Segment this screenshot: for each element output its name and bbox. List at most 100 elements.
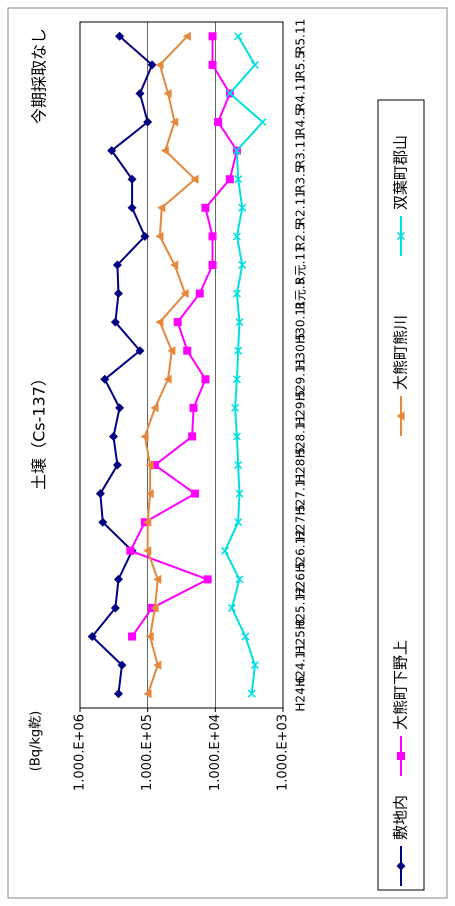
marker [173,318,182,327]
marker [235,575,244,584]
marker [163,88,172,98]
marker [201,203,210,212]
rotated-chart: 土壌（Cs-137） (Bq/kg乾) ※1 今期採取なし 1.000.E+03… [7,7,448,899]
marker [153,660,162,670]
marker [117,660,127,670]
marker [225,175,234,184]
x-tick-label: R4.5 [294,108,308,135]
marker [208,60,217,69]
series-line [223,35,265,694]
x-tick-label: R5.5 [294,51,308,78]
marker [235,318,244,327]
marker [127,174,137,184]
legend-label: 敷地内 [392,795,410,840]
x-tick-label: H24.6 [294,676,308,712]
marker [113,689,123,699]
annotation: 今期採取なし [30,28,49,124]
marker [235,489,244,498]
x-tick-label: H29.11 [294,358,308,401]
marker [232,289,241,298]
marker [232,375,241,384]
x-tick-label: H26.5 [294,562,308,598]
legend-box [377,99,425,891]
legend-label: 双葉町郡山 [392,135,410,210]
marker [135,346,145,356]
marker [183,346,192,355]
marker [396,861,406,871]
marker [170,117,179,127]
marker [190,489,199,498]
marker [234,32,243,41]
marker [155,60,164,70]
marker [214,118,223,127]
marker [110,317,120,327]
marker [110,603,120,613]
marker [143,689,152,699]
marker [100,374,110,384]
marker [234,175,243,184]
marker [155,317,164,327]
marker [208,232,217,241]
marker [107,146,117,156]
marker [98,517,108,527]
marker [396,231,406,241]
marker [145,489,154,499]
marker [127,203,137,213]
marker [126,546,135,555]
marker [232,232,241,241]
marker [238,203,247,212]
marker [203,575,212,584]
x-tick-label: R4.11 [294,76,308,111]
marker [153,574,162,584]
x-tick-label: H26.12 [294,529,308,572]
marker [143,117,153,127]
marker [250,661,259,670]
x-tick-label: H27.5 [294,504,308,540]
legend-label: 大熊町熊川 [392,315,410,390]
marker [396,411,405,421]
marker [201,375,210,384]
marker [112,460,122,470]
marker [113,289,123,299]
x-tick-label: H24.11 [294,643,308,686]
x-tick-label: H25.12 [294,586,308,629]
x-tick-label: R元.11 [294,245,308,284]
x-tick-label: H30.11 [294,300,308,343]
marker [115,31,125,41]
marker [258,118,267,127]
x-tick-label: R3.5 [294,165,308,192]
marker [227,603,236,612]
marker [208,260,217,269]
marker [234,518,243,527]
marker [87,632,97,642]
x-tick-label: H25.8 [294,619,308,655]
series-line [143,35,197,695]
y-tick-label: 1.000.E+03 [276,714,291,791]
x-tick-label: R2.11 [294,190,308,225]
marker [145,460,154,470]
x-tick-label: R3.11 [294,133,308,168]
legend-label: 大熊町下野上 [392,640,410,730]
marker [150,403,159,413]
marker [135,88,145,98]
marker [157,203,166,213]
marker [170,260,179,270]
marker [238,260,247,269]
marker [128,632,137,641]
marker [163,374,172,384]
marker [190,174,199,184]
marker [189,403,198,412]
series-line [128,36,238,638]
marker [160,146,169,156]
marker [208,32,217,41]
x-tick-label: R5.11 [294,19,308,54]
plot-area [79,21,284,709]
marker [180,289,189,299]
x-tick-label: H29.5 [294,390,308,426]
marker [95,489,105,499]
x-tick-label: H30.5 [294,333,308,369]
marker [155,231,164,241]
marker [232,432,241,441]
y-tick-label: 1.000.E+05 [140,714,155,791]
marker [397,752,405,760]
